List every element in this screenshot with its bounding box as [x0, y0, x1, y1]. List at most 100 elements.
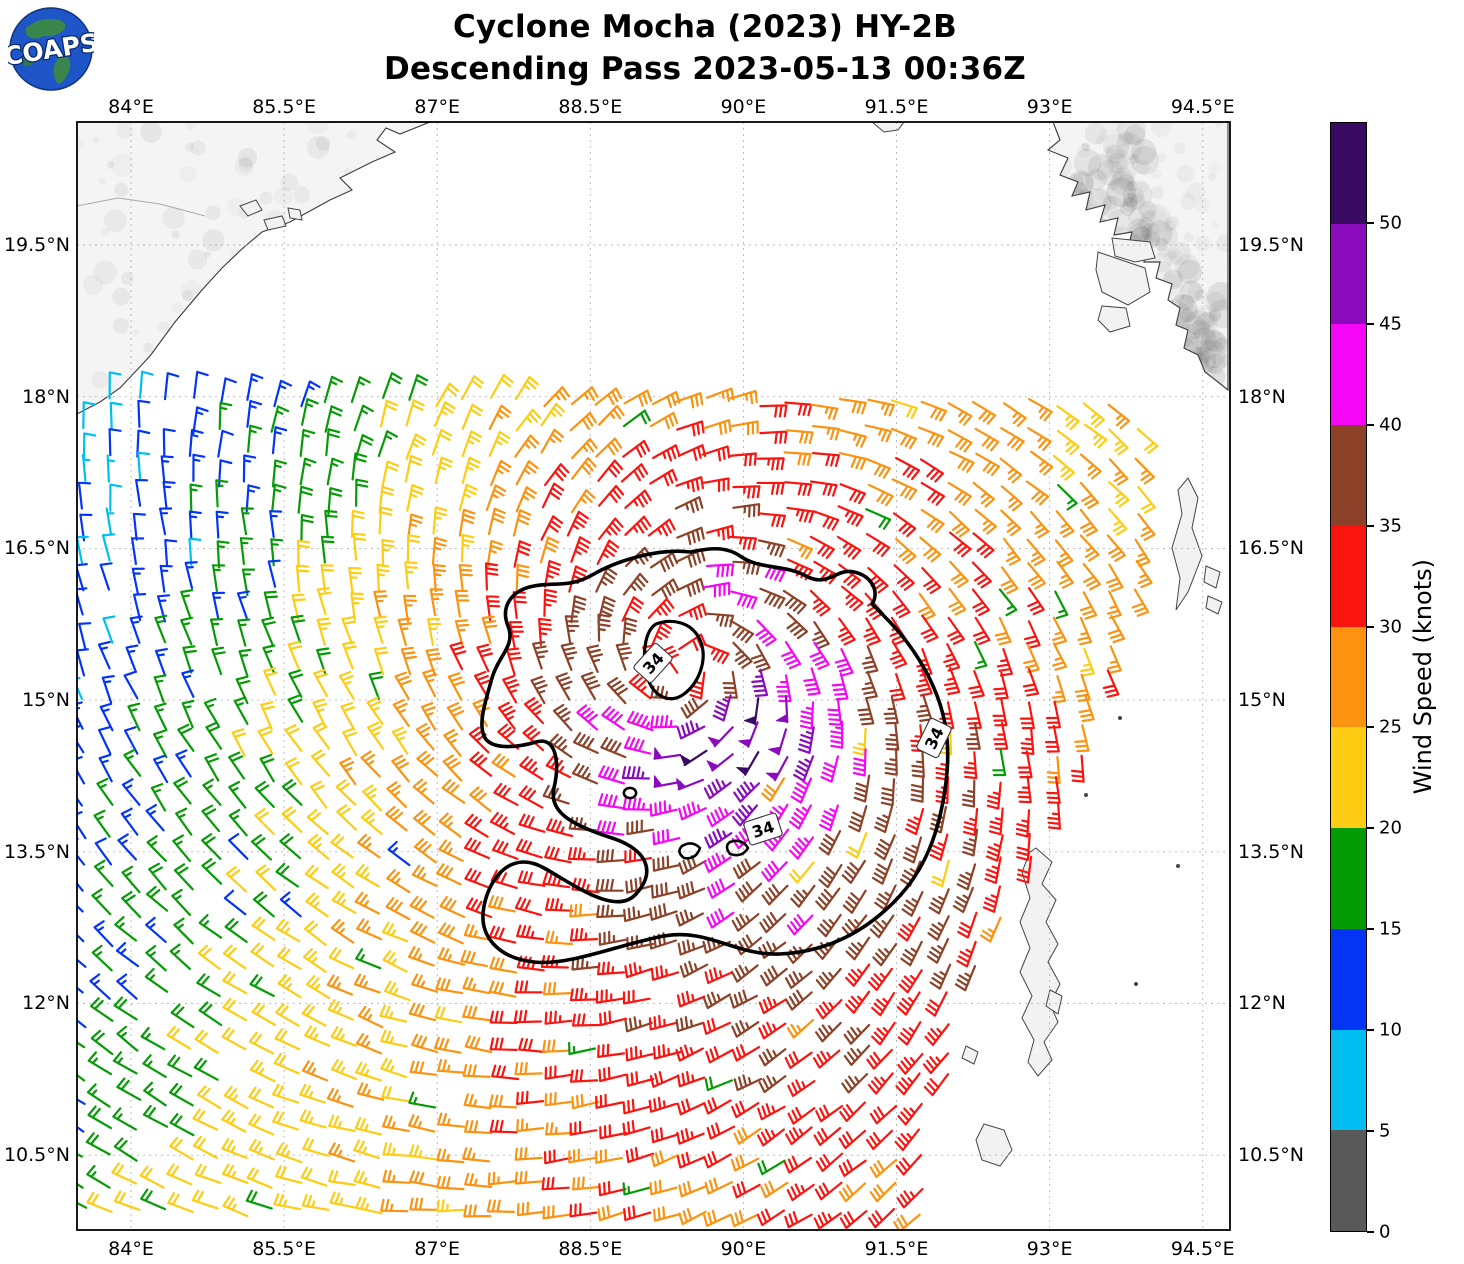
wind-barb [1079, 481, 1099, 510]
wind-barb [497, 723, 520, 750]
wind-barb [705, 1046, 734, 1064]
wind-barb [77, 986, 84, 994]
wind-barb [1027, 562, 1046, 590]
wind-barb [827, 697, 843, 726]
wind-barb [947, 402, 973, 426]
wind-barb [971, 400, 997, 425]
wind-barb [730, 964, 759, 983]
wind-barb [729, 989, 758, 1009]
wind-barb [542, 981, 572, 996]
lon-tick-label-bottom: 88.5°E [558, 1238, 623, 1260]
wind-barb [731, 913, 760, 932]
wind-barb-field [77, 370, 1159, 1230]
island [1097, 305, 1131, 333]
wind-barb [382, 950, 408, 973]
wind-barb [386, 781, 407, 808]
wind-barb [488, 925, 517, 944]
wind-barb [222, 1195, 249, 1218]
island [1171, 477, 1203, 611]
wind-barb [595, 566, 618, 593]
wind-barb [220, 377, 237, 406]
wind-barb [221, 1109, 247, 1133]
wind-barb [310, 749, 331, 777]
wind-barb [379, 399, 398, 428]
wind-barb [441, 779, 466, 804]
wind-barb [330, 1058, 358, 1081]
wind-barb [803, 667, 821, 696]
wind-barb [650, 621, 673, 648]
wind-barb [648, 1014, 677, 1031]
wind-barb [259, 753, 275, 783]
wind-barb [405, 433, 427, 460]
wind-barb [443, 729, 462, 757]
wind-barb [86, 1083, 111, 1108]
wind-barb [408, 946, 435, 967]
wind-barb [813, 1211, 842, 1230]
wind-barb [916, 693, 933, 722]
wind-barb [514, 980, 543, 994]
wind-barb [1107, 645, 1122, 674]
wind-barb [652, 828, 681, 846]
wind-barb [331, 890, 357, 914]
wind-barb [409, 1197, 438, 1211]
island [239, 199, 263, 217]
wind-barb [622, 409, 651, 428]
wind-barb [831, 672, 849, 701]
wind-barb [626, 1071, 655, 1087]
wind-barb [653, 1206, 682, 1222]
wind-barb [1137, 513, 1156, 541]
wind-barb [624, 1016, 653, 1033]
wind-barb [701, 445, 731, 462]
wind-barb [624, 515, 652, 536]
wind-barb [601, 706, 626, 731]
wind-barb [811, 452, 840, 467]
island [1111, 237, 1156, 263]
wind-barb [622, 617, 638, 646]
wind-barb [210, 618, 224, 646]
wind-barb [929, 833, 949, 861]
wind-barb [735, 881, 763, 903]
wind-barb [211, 646, 226, 676]
wind-barb [838, 1182, 866, 1203]
wind-barb [595, 878, 624, 892]
wind-barb [622, 1098, 651, 1115]
wind-barb [622, 989, 651, 1005]
wind-barb [652, 391, 681, 409]
wind-barb [143, 1081, 167, 1107]
wind-barb [148, 862, 167, 891]
wind-barb [545, 755, 572, 779]
island [263, 215, 287, 231]
wind-barb [647, 597, 675, 619]
wind-barb [324, 405, 343, 433]
wind-barb [838, 617, 856, 646]
wind-barb [598, 930, 627, 946]
wind-barb [488, 980, 517, 998]
wind-barb [328, 1114, 356, 1132]
wind-barb [598, 1180, 627, 1197]
wind-barb [703, 1097, 732, 1115]
wind-barb [516, 1090, 545, 1105]
colorbar-tick-label: 25 [1379, 716, 1402, 738]
wind-barb [838, 1159, 867, 1177]
wind-barb [413, 810, 436, 836]
wind-barb [250, 942, 275, 968]
wind-barb [405, 399, 425, 427]
wind-barb [380, 1198, 409, 1213]
colorbar-tick-label: 10 [1379, 1019, 1402, 1041]
wind-barb [77, 958, 87, 968]
wind-barb [925, 991, 948, 1017]
wind-barb [246, 1167, 273, 1189]
wind-barb [815, 887, 841, 911]
wind-barb [391, 726, 409, 755]
wind-barb [1108, 508, 1128, 536]
wind-barb [490, 869, 518, 889]
wind-barb [516, 955, 545, 972]
wind-barb [506, 647, 522, 676]
wind-barb [1080, 591, 1098, 620]
wind-barb [872, 942, 898, 967]
wind-barb [381, 538, 395, 568]
wind-barb [866, 1048, 893, 1070]
colorbar-segment [1331, 626, 1366, 728]
wind-barb [676, 720, 706, 740]
wind-barb [898, 969, 923, 994]
